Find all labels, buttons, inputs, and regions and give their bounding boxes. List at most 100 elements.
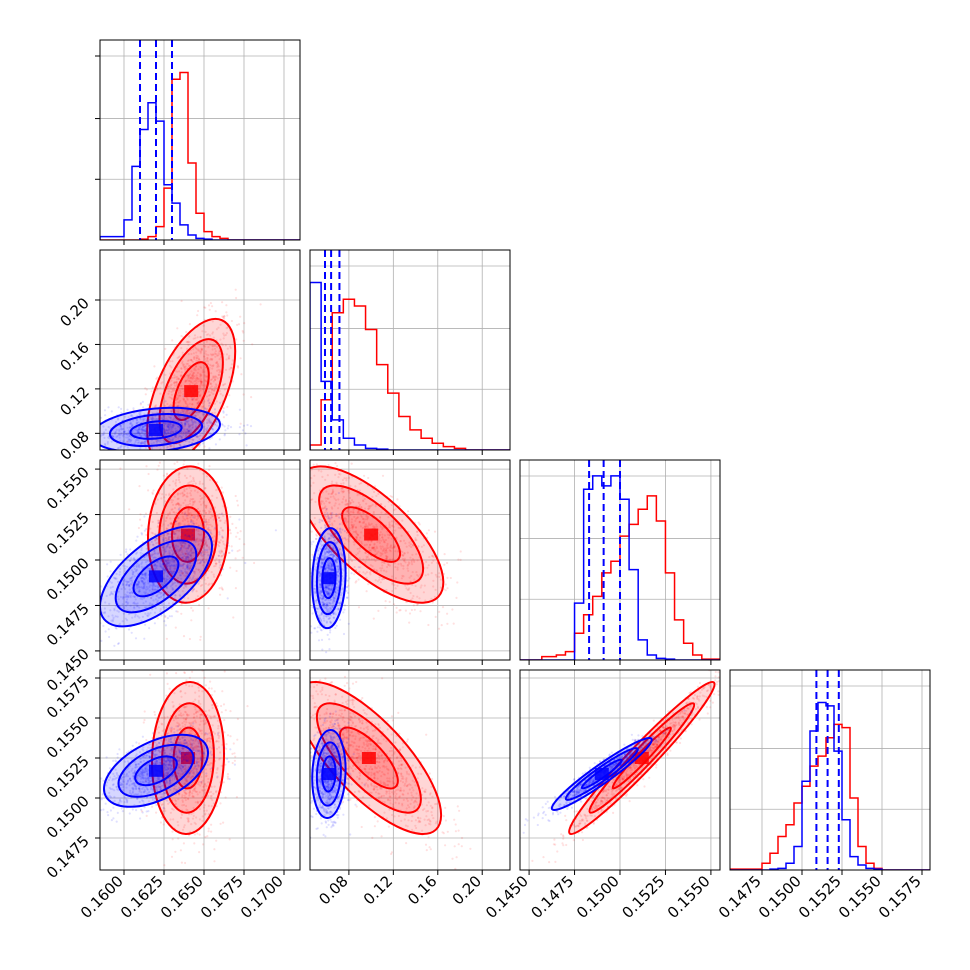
- sample-point: [35, 438, 37, 440]
- sample-point: [218, 438, 221, 441]
- sample-point: [136, 441, 140, 444]
- sample-point: [367, 583, 370, 586]
- sample-point: [303, 563, 305, 565]
- histogram-content: [100, 40, 300, 240]
- sample-point: [155, 439, 158, 442]
- sample-point: [182, 425, 185, 428]
- sample-point: [218, 531, 221, 534]
- sample-point: [218, 519, 222, 522]
- sample-point: [106, 454, 108, 456]
- sample-point: [212, 353, 215, 356]
- sample-point: [191, 397, 194, 400]
- sample-point: [193, 380, 196, 383]
- sample-point: [214, 375, 217, 378]
- sample-point: [218, 350, 221, 353]
- sample-point: [171, 360, 174, 363]
- sample-point: [134, 637, 138, 640]
- sample-point: [203, 374, 206, 377]
- sample-point: [174, 415, 177, 418]
- sample-point: [196, 427, 199, 430]
- sample-point: [107, 628, 110, 631]
- sample-point: [75, 636, 77, 638]
- sample-point: [192, 476, 195, 479]
- sample-point: [182, 463, 185, 466]
- sample-point: [192, 356, 195, 359]
- sample-point: [456, 581, 459, 584]
- sample-point: [210, 385, 213, 388]
- grid-vertical: [123, 250, 285, 450]
- sample-point: [446, 622, 449, 625]
- sample-point: [213, 389, 216, 392]
- sample-point: [213, 411, 216, 414]
- sample-point: [167, 425, 170, 429]
- sample-point: [231, 549, 234, 552]
- sample-point: [129, 422, 132, 425]
- sample-point: [169, 409, 173, 412]
- sample-point: [211, 367, 214, 370]
- panel-background: [100, 40, 300, 240]
- sample-point: [167, 428, 171, 431]
- sample-point: [173, 374, 176, 377]
- sample-point: [136, 428, 140, 432]
- sample-point: [191, 551, 194, 554]
- sample-point: [191, 403, 194, 406]
- sample-point: [200, 380, 203, 383]
- sample-point: [184, 416, 187, 419]
- sample-point: [181, 600, 184, 603]
- sample-point: [178, 401, 181, 404]
- sample-point: [169, 424, 172, 427]
- sample-point: [138, 434, 141, 437]
- sample-point: [137, 454, 139, 456]
- sample-point: [194, 414, 197, 417]
- sample-point: [182, 363, 186, 366]
- sample-point: [189, 381, 192, 384]
- sample-point: [187, 409, 190, 412]
- sample-point: [201, 384, 204, 387]
- sample-point: [178, 450, 180, 452]
- sample-point: [165, 516, 168, 519]
- sample-point: [161, 452, 163, 454]
- sample-point: [222, 383, 225, 386]
- sample-point: [162, 411, 165, 414]
- sample-point: [158, 417, 161, 420]
- sample-point: [223, 334, 226, 337]
- sample-point: [123, 430, 126, 433]
- sample-point: [151, 418, 154, 421]
- sample-point: [343, 520, 346, 523]
- sample-point: [139, 428, 142, 431]
- sample-point: [181, 557, 185, 560]
- sample-point: [169, 416, 172, 419]
- sample-point: [199, 374, 202, 377]
- sample-point: [190, 370, 193, 373]
- sample-point: [198, 603, 201, 607]
- sample-point: [150, 417, 154, 420]
- sample-point: [197, 514, 200, 517]
- sample-point: [213, 377, 216, 380]
- sample-point: [189, 432, 192, 435]
- sample-point: [198, 539, 201, 542]
- sample-point: [172, 389, 175, 392]
- sample-point: [169, 445, 172, 448]
- sample-point: [225, 413, 228, 416]
- sample-point: [160, 382, 163, 385]
- sample-point: [199, 434, 202, 437]
- sample-point: [183, 367, 186, 370]
- sample-point: [235, 526, 238, 529]
- sample-point: [443, 563, 446, 566]
- sample-point: [191, 398, 194, 401]
- sample-point: [149, 417, 153, 421]
- sample-point: [223, 425, 226, 428]
- sample-point: [236, 323, 239, 326]
- sample-point: [187, 425, 190, 428]
- sample-point: [185, 547, 188, 550]
- sample-point: [211, 305, 214, 308]
- sample-point: [150, 597, 153, 600]
- sample-point: [223, 434, 226, 437]
- sample-point: [172, 424, 176, 427]
- sample-point: [179, 444, 182, 447]
- sample-point: [161, 381, 164, 384]
- sample-point: [175, 430, 178, 433]
- sample-point: [192, 348, 195, 351]
- sample-point: [213, 347, 217, 350]
- sample-point: [107, 406, 110, 409]
